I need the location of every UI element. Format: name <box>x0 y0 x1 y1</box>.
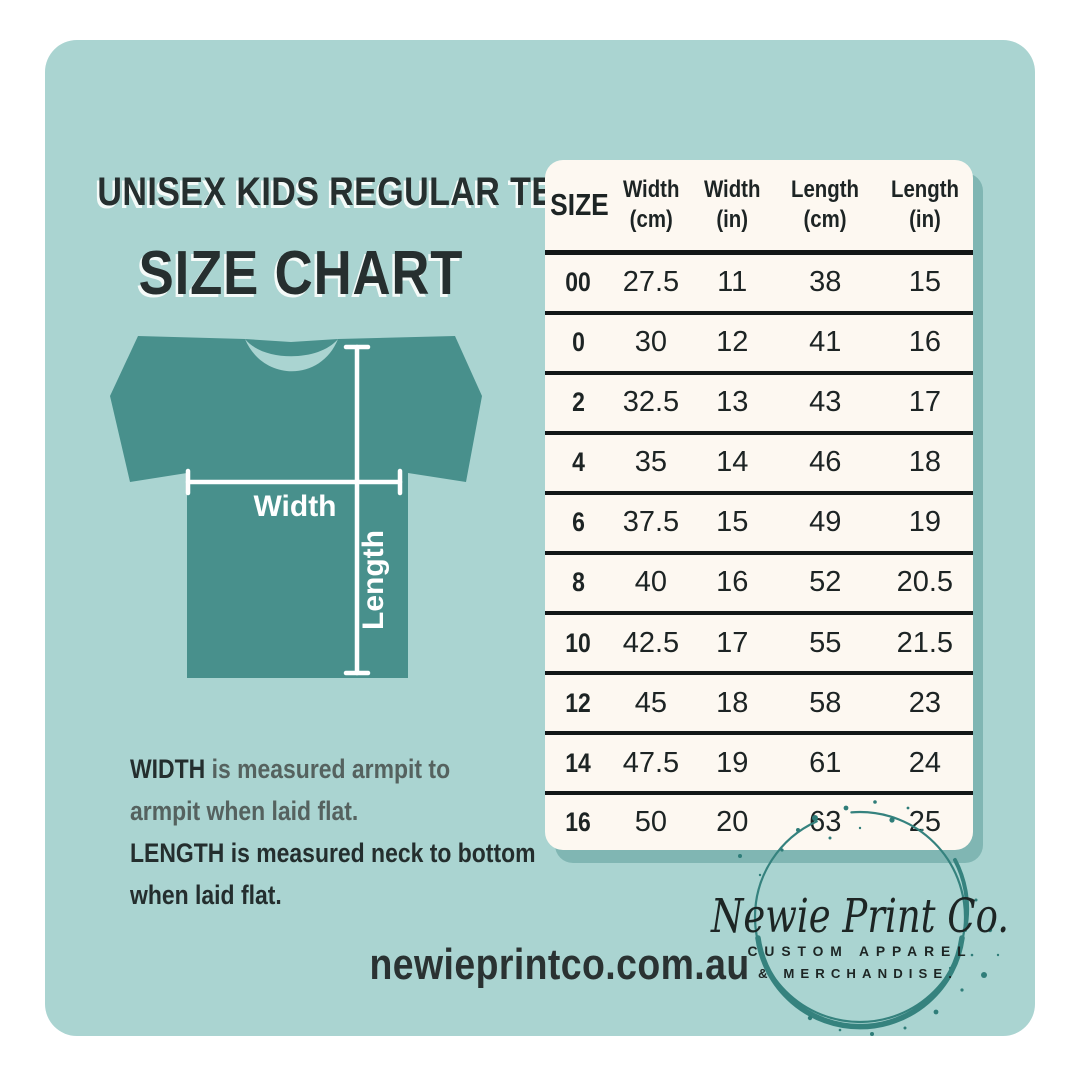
length-measure-line <box>343 344 371 676</box>
width-cm-cell: 27.5 <box>622 266 680 299</box>
page-subtitle: SIZE CHART <box>55 238 547 309</box>
table-row: 8 40 16 52 20.5 <box>545 553 973 613</box>
size-cell: 2 <box>571 387 585 418</box>
length-cm-cell: 61 <box>809 746 842 779</box>
logo-splatter <box>738 800 1000 1036</box>
page-title-text: UNISEX KIDS REGULAR TEE <box>97 170 578 214</box>
length-in-cell: 20.5 <box>896 566 954 599</box>
note-line-3: LENGTH is measured neck to bottom <box>130 838 536 868</box>
width-cm-cell: 45 <box>634 686 668 719</box>
table-row: 00 27.5 11 38 15 <box>545 252 973 313</box>
width-label: Width <box>253 490 336 523</box>
size-cell: 4 <box>571 447 585 478</box>
length-cm-cell: 43 <box>809 386 842 419</box>
logo-tagline-1: CUSTOM APPAREL <box>748 943 973 959</box>
length-cm-cell: 46 <box>809 446 842 479</box>
table-row: 12 45 18 58 23 <box>545 673 973 734</box>
width-in-cell: 17 <box>716 626 749 659</box>
width-cm-cell: 40 <box>634 566 668 599</box>
width-in-cell: 15 <box>716 506 749 539</box>
width-in-cell: 13 <box>716 386 749 419</box>
note-line-2: armpit when laid flat. <box>130 796 359 826</box>
note-line-1: WIDTH is measured armpit to <box>130 754 451 784</box>
logo-ring <box>753 810 970 1030</box>
brand-logo: Newie Print Co. CUSTOM APPAREL & MERCHAN… <box>710 800 1009 1036</box>
logo-tagline-2: & MERCHANDISE. <box>758 966 958 981</box>
measurement-notes: WIDTH is measured armpit to armpit when … <box>130 748 575 916</box>
size-cell: 16 <box>565 807 591 838</box>
table-row: 10 42.5 17 55 21.5 <box>545 613 973 674</box>
size-cell: 6 <box>571 507 585 538</box>
size-cell: 0 <box>571 327 585 358</box>
length-cm-cell: 58 <box>809 686 842 719</box>
size-cell: 10 <box>565 627 591 658</box>
table-row: 2 32.5 13 43 17 <box>545 373 973 433</box>
length-in-cell: 19 <box>908 506 941 539</box>
col-header-length-in: Length (in) <box>890 175 959 233</box>
size-cell: 14 <box>565 747 591 778</box>
length-in-cell: 15 <box>908 266 941 299</box>
website-url: newieprintco.com.au <box>369 940 751 989</box>
size-table-panel: SIZE Width (cm) Width (in) Length (cm) Leng… <box>545 160 973 850</box>
length-in-cell: 16 <box>908 326 941 359</box>
length-cm-cell: 55 <box>809 626 842 659</box>
width-in-cell: 12 <box>716 326 749 359</box>
logo-brand-script: Newie Print Co. <box>710 889 1009 944</box>
width-in-cell: 11 <box>717 266 748 299</box>
width-cm-cell: 30 <box>634 326 668 359</box>
length-cm-cell: 41 <box>809 326 842 359</box>
tshirt-shape <box>110 336 482 678</box>
length-label: Length <box>357 530 390 630</box>
col-header-width-in: Width (in) <box>703 175 761 233</box>
width-in-cell: 18 <box>716 686 749 719</box>
length-in-cell: 21.5 <box>896 626 954 659</box>
page-title: UNISEX KIDS REGULAR TEE <box>55 170 577 215</box>
tshirt-collar <box>245 339 338 372</box>
width-in-cell: 16 <box>716 566 749 599</box>
table-row: 0 30 12 41 16 <box>545 313 973 373</box>
tshirt-diagram: Width Length <box>110 336 482 678</box>
width-cm-cell: 35 <box>634 446 668 479</box>
table-row: 4 35 14 46 18 <box>545 433 973 493</box>
length-in-cell: 18 <box>908 446 941 479</box>
size-cell: 12 <box>565 687 591 718</box>
page-subtitle-text: SIZE CHART <box>138 239 464 308</box>
table-row: 16 50 20 63 25 <box>545 793 973 850</box>
length-cm-cell: 38 <box>809 266 842 299</box>
size-cell: 8 <box>571 567 585 598</box>
width-cm-cell: 37.5 <box>622 506 680 539</box>
col-header-length-cm: Length (cm) <box>791 175 860 233</box>
length-in-cell: 17 <box>908 386 941 419</box>
width-cm-cell: 47.5 <box>622 746 680 779</box>
size-table-body: 00 27.5 11 38 15 0 30 12 41 16 2 32.5 13… <box>545 252 973 850</box>
note-line-4: when laid flat. <box>130 880 282 910</box>
width-in-cell: 19 <box>716 746 749 779</box>
size-table-header: SIZE Width (cm) Width (in) Length (cm) Leng… <box>545 160 973 252</box>
size-cell: 00 <box>565 267 591 298</box>
width-cm-cell: 50 <box>634 806 668 839</box>
table-row: 14 47.5 19 61 24 <box>545 733 973 794</box>
length-cm-cell: 49 <box>809 506 842 539</box>
length-in-cell: 23 <box>908 686 941 719</box>
col-header-size: SIZE <box>550 186 609 222</box>
width-cm-cell: 42.5 <box>622 626 680 659</box>
length-in-cell: 25 <box>908 806 941 839</box>
size-table: SIZE Width (cm) Width (in) Length (cm) Leng… <box>545 160 973 850</box>
width-in-cell: 14 <box>716 446 749 479</box>
col-header-width-cm: Width (cm) <box>622 175 680 233</box>
width-in-cell: 20 <box>716 806 749 839</box>
width-measure-line <box>185 468 403 496</box>
length-in-cell: 24 <box>908 746 941 779</box>
length-cm-cell: 52 <box>809 566 842 599</box>
width-cm-cell: 32.5 <box>622 386 680 419</box>
table-row: 6 37.5 15 49 19 <box>545 493 973 553</box>
